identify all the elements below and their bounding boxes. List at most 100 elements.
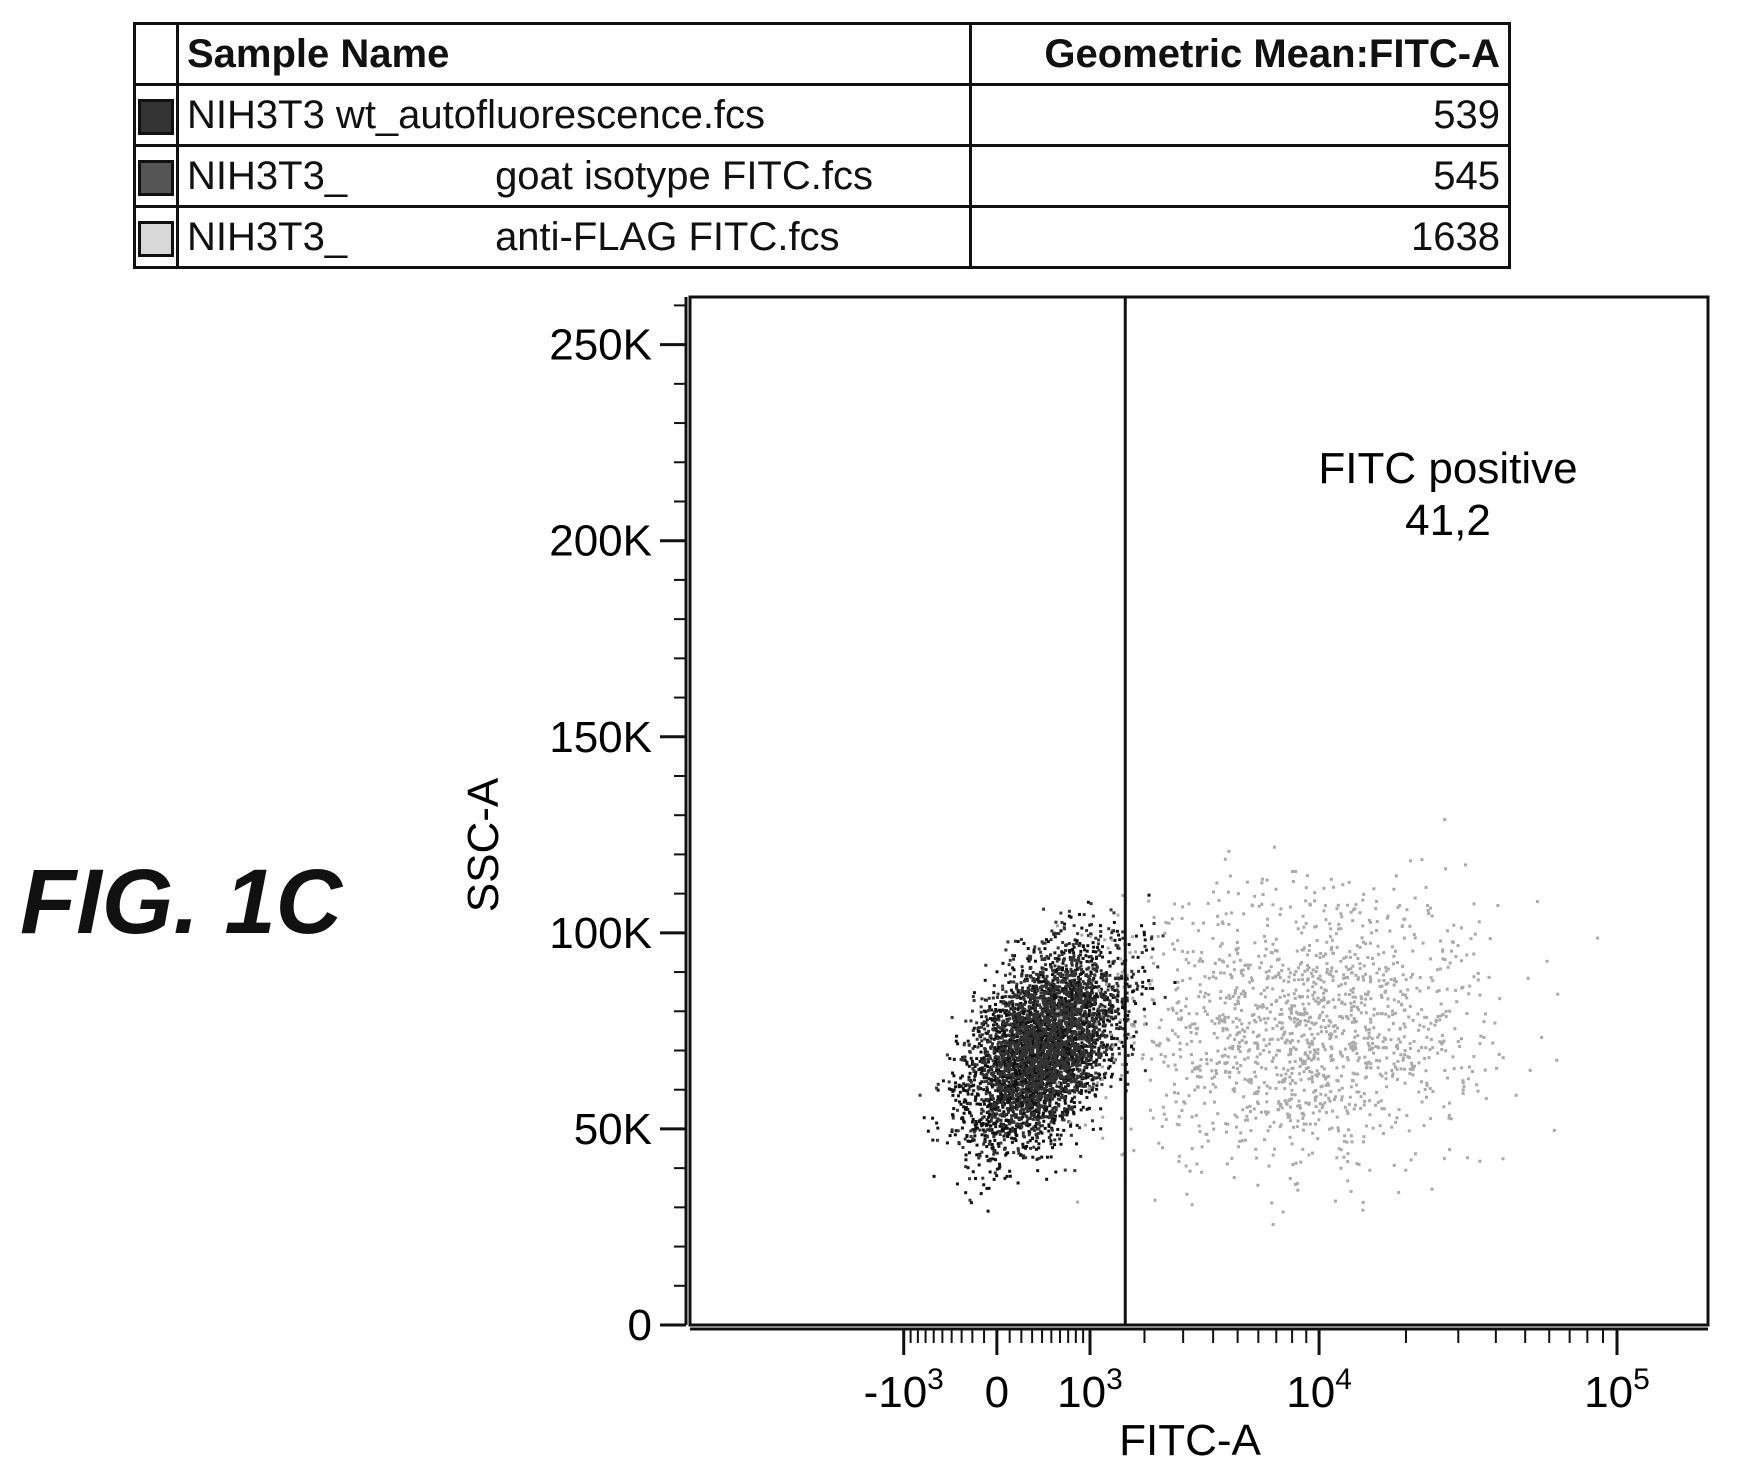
scatter-point: [1231, 994, 1235, 998]
scatter-point: [1069, 1079, 1073, 1083]
scatter-point: [1034, 1000, 1038, 1004]
scatter-point: [987, 996, 991, 1000]
scatter-point: [986, 1159, 990, 1163]
scatter-point: [1136, 955, 1140, 959]
scatter-point: [1037, 1142, 1041, 1146]
scatter-point: [1050, 998, 1054, 1002]
scatter-point: [996, 1042, 1000, 1046]
scatter-point: [1120, 1116, 1124, 1120]
scatter-point: [1036, 1044, 1040, 1048]
scatter-point: [1340, 1054, 1344, 1058]
scatter-point: [1033, 1086, 1037, 1090]
scatter-point: [1223, 1015, 1227, 1019]
scatter-point: [1316, 1048, 1320, 1052]
scatter-point: [1125, 1070, 1129, 1074]
scatter-point: [1386, 981, 1390, 985]
scatter-point: [1131, 955, 1135, 959]
scatter-point: [1029, 1098, 1033, 1102]
scatter-point: [1003, 1063, 1007, 1067]
scatter-point: [1047, 1088, 1051, 1092]
scatter-point: [990, 1044, 994, 1048]
scatter-point: [1015, 1122, 1019, 1126]
scatter-point: [998, 1129, 1002, 1133]
scatter-point: [1405, 1114, 1409, 1118]
scatter-point: [1050, 1079, 1054, 1083]
scatter-point: [1030, 1055, 1034, 1059]
scatter-point: [1039, 991, 1043, 995]
scatter-point: [1050, 929, 1054, 933]
scatter-point: [989, 1118, 993, 1122]
scatter-point: [957, 1085, 961, 1089]
scatter-point: [1172, 947, 1176, 951]
scatter-point: [1320, 1084, 1324, 1088]
scatter-point: [1019, 937, 1023, 941]
scatter-point: [1011, 1007, 1015, 1011]
scatter-point: [1099, 1054, 1103, 1058]
scatter-point: [1057, 1041, 1061, 1045]
scatter-point: [1086, 975, 1090, 979]
scatter-point: [1360, 936, 1364, 940]
scatter-point: [1029, 1064, 1033, 1068]
scatter-point: [997, 1166, 1001, 1170]
scatter-point: [1032, 1034, 1036, 1038]
scatter-point: [1052, 976, 1056, 980]
scatter-point: [1029, 1077, 1033, 1081]
scatter-point: [963, 1137, 967, 1141]
scatter-point: [1385, 916, 1389, 920]
scatter-point: [1048, 1135, 1052, 1139]
scatter-point: [1110, 1023, 1114, 1027]
scatter-point: [1014, 1115, 1018, 1119]
scatter-point: [1025, 979, 1029, 983]
scatter-point: [1017, 1068, 1021, 1072]
scatter-point: [1265, 1084, 1269, 1088]
scatter-point: [1093, 968, 1097, 972]
scatter-point: [1314, 969, 1318, 973]
scatter-point: [1045, 954, 1049, 958]
scatter-point: [968, 1111, 972, 1115]
scatter-point: [1058, 1004, 1062, 1008]
scatter-point: [1025, 1075, 1029, 1079]
scatter-point: [1035, 1069, 1039, 1073]
scatter-point: [1075, 1088, 1079, 1092]
scatter-point: [1011, 966, 1015, 970]
scatter-point: [997, 1040, 1001, 1044]
scatter-point: [1041, 975, 1045, 979]
scatter-point: [1221, 1013, 1225, 1017]
scatter-point: [1043, 947, 1047, 951]
scatter-point: [1001, 1123, 1005, 1127]
scatter-point: [1093, 1045, 1097, 1049]
scatter-point: [985, 1088, 989, 1092]
scatter-point: [995, 970, 999, 974]
scatter-point: [1026, 957, 1030, 961]
scatter-point: [1042, 1091, 1046, 1095]
scatter-point: [1013, 1055, 1017, 1059]
scatter-point: [1161, 1105, 1165, 1109]
scatter-point: [955, 1108, 959, 1112]
scatter-point: [1117, 1046, 1121, 1050]
scatter-point: [966, 1083, 970, 1087]
scatter-point: [1110, 1007, 1114, 1011]
scatter-point: [1010, 1080, 1014, 1084]
scatter-point: [966, 1092, 970, 1096]
scatter-point: [952, 1074, 956, 1078]
scatter-point: [1009, 1059, 1013, 1063]
scatter-point: [1019, 1062, 1023, 1066]
scatter-point: [1103, 1023, 1107, 1027]
scatter-point: [1055, 932, 1059, 936]
scatter-point: [995, 1080, 999, 1084]
scatter-point: [1381, 1132, 1385, 1136]
scatter-point: [992, 1152, 996, 1156]
scatter-point: [1205, 1132, 1209, 1136]
scatter-point: [1390, 1068, 1394, 1072]
scatter-point: [1080, 1061, 1084, 1065]
scatter-point: [976, 1085, 980, 1089]
scatter-point: [1085, 973, 1089, 977]
scatter-point: [1013, 954, 1017, 958]
scatter-point: [1057, 1034, 1061, 1038]
scatter-point: [1108, 1030, 1112, 1034]
scatter-point: [1070, 1041, 1074, 1045]
scatter-point: [1047, 1023, 1051, 1027]
scatter-point: [1017, 1038, 1021, 1042]
scatter-point: [1072, 1101, 1076, 1105]
scatter-point: [1427, 1056, 1431, 1060]
